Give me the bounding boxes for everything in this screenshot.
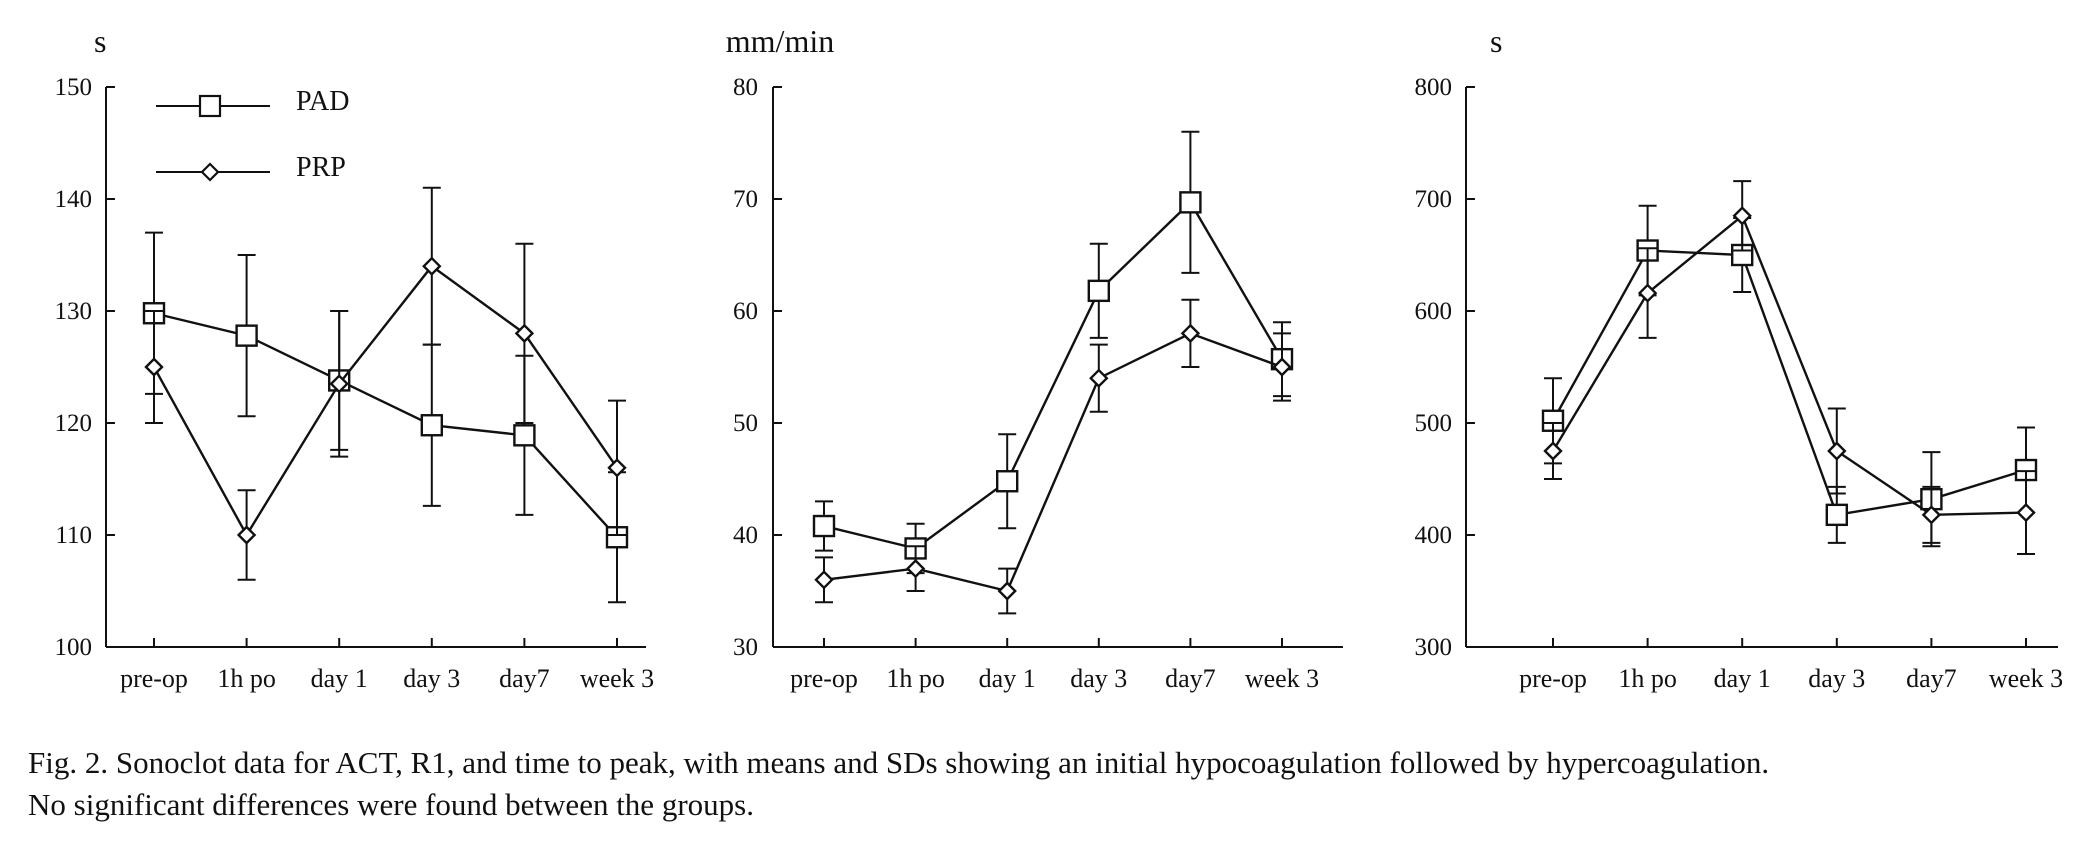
data-point-prp	[329, 374, 349, 394]
x-tick-label: day7	[1165, 664, 1216, 693]
x-tick-label: day 3	[1070, 664, 1127, 693]
x-tick-label: day 3	[1808, 664, 1865, 693]
y-tick-label: 140	[55, 186, 93, 213]
data-point-prp	[997, 581, 1017, 601]
y-axis-unit-label: s	[94, 23, 106, 59]
data-point-prp	[514, 323, 535, 344]
data-point-pad	[420, 414, 443, 437]
figure-caption: Fig. 2. Sonoclot data for ACT, R1, and t…	[28, 742, 2078, 826]
series-pad	[812, 130, 1294, 575]
x-tick-label: day7	[499, 664, 550, 693]
series-pad	[142, 231, 629, 604]
data-point-pad	[235, 324, 258, 347]
caption-line-1: Fig. 2. Sonoclot data for ACT, R1, and t…	[28, 745, 1770, 780]
x-tick-label: day 1	[1714, 664, 1771, 693]
series-line-pad	[153, 312, 618, 539]
x-tick-label: day 3	[403, 664, 460, 693]
data-point-pad	[1087, 279, 1111, 303]
x-tick-label: pre-op	[120, 664, 188, 693]
y-tick-label: 70	[733, 186, 758, 213]
y-tick-label: 150	[55, 74, 93, 101]
legend: PAD PRP	[156, 86, 349, 183]
data-point-prp	[1827, 441, 1847, 461]
series-line-pad	[1551, 249, 2027, 517]
y-tick-label: 300	[1415, 634, 1453, 661]
x-tick-label: 1h po	[886, 664, 945, 693]
y-tick-label: 60	[733, 298, 758, 325]
data-point-prp	[814, 570, 834, 590]
legend-prp-marker	[200, 162, 220, 182]
x-tick-label: week 3	[1989, 664, 2063, 693]
data-point-pad	[996, 470, 1019, 493]
y-tick-label: 50	[733, 410, 758, 437]
y-tick-label: 120	[55, 410, 93, 437]
y-axis-unit-label: s	[1490, 23, 1502, 59]
series-prp	[144, 186, 627, 581]
caption-line-2: No significant differences were found be…	[28, 787, 754, 822]
data-point-prp	[905, 558, 926, 579]
data-point-prp	[1180, 323, 1201, 344]
y-tick-label: 400	[1415, 522, 1453, 549]
data-point-prp	[144, 357, 164, 377]
x-tick-label: pre-op	[1519, 664, 1587, 693]
y-tick-label: 30	[733, 634, 758, 661]
data-point-prp	[1637, 283, 1658, 303]
data-point-pad	[812, 514, 836, 538]
y-tick-label: 80	[733, 74, 758, 101]
legend-pad-marker	[198, 94, 222, 118]
chart-panel-3: 300 400 500 600 700 800 s pre-op 1h po day 1 day 3…	[1415, 23, 2064, 693]
y-tick-label: 800	[1415, 74, 1453, 101]
legend-prp-label: PRP	[296, 152, 346, 183]
y-tick-label: 600	[1415, 298, 1453, 325]
x-tick-label: pre-op	[790, 664, 858, 693]
data-point-prp	[1732, 206, 1752, 226]
series-line-prp	[152, 264, 618, 538]
data-point-prp	[2016, 502, 2036, 523]
series-prp	[1543, 180, 2036, 556]
x-tick-label: day 1	[311, 664, 368, 693]
data-point-prp	[422, 256, 442, 276]
data-point-prp	[236, 525, 257, 545]
y-tick-label: 130	[55, 298, 93, 325]
legend-pad-label: PAD	[296, 86, 349, 117]
y-axis-unit-label: mm/min	[726, 23, 834, 59]
chart-panel-2: 30 40 50 60 70 80 mm/min pre-op 1h po day 1 day 3 d…	[726, 23, 1343, 693]
data-point-pad	[513, 424, 536, 447]
series-prp	[814, 298, 1292, 615]
data-point-prp	[1089, 368, 1109, 388]
x-tick-label: 1h po	[1618, 664, 1677, 693]
data-point-pad	[1179, 191, 1202, 214]
series-line-pad	[823, 200, 1284, 550]
data-point-prp	[1272, 357, 1292, 377]
y-tick-label: 500	[1415, 410, 1453, 437]
x-tick-label: week 3	[1245, 664, 1319, 693]
series-line-prp	[823, 332, 1283, 593]
data-point-prp	[1921, 505, 1942, 525]
data-point-prp	[607, 458, 627, 478]
series-pad	[1541, 204, 2038, 548]
series-line-prp	[1551, 213, 2027, 517]
x-tick-label: 1h po	[217, 664, 276, 693]
data-point-prp	[1543, 441, 1563, 461]
y-tick-label: 700	[1415, 186, 1453, 213]
y-tick-label: 40	[733, 522, 758, 549]
y-tick-label: 100	[55, 634, 93, 661]
x-tick-label: day7	[1906, 664, 1957, 693]
x-tick-label: day 1	[979, 664, 1036, 693]
data-point-pad	[1825, 503, 1849, 527]
y-tick-label: 110	[55, 522, 92, 549]
x-tick-label: week 3	[580, 664, 654, 693]
